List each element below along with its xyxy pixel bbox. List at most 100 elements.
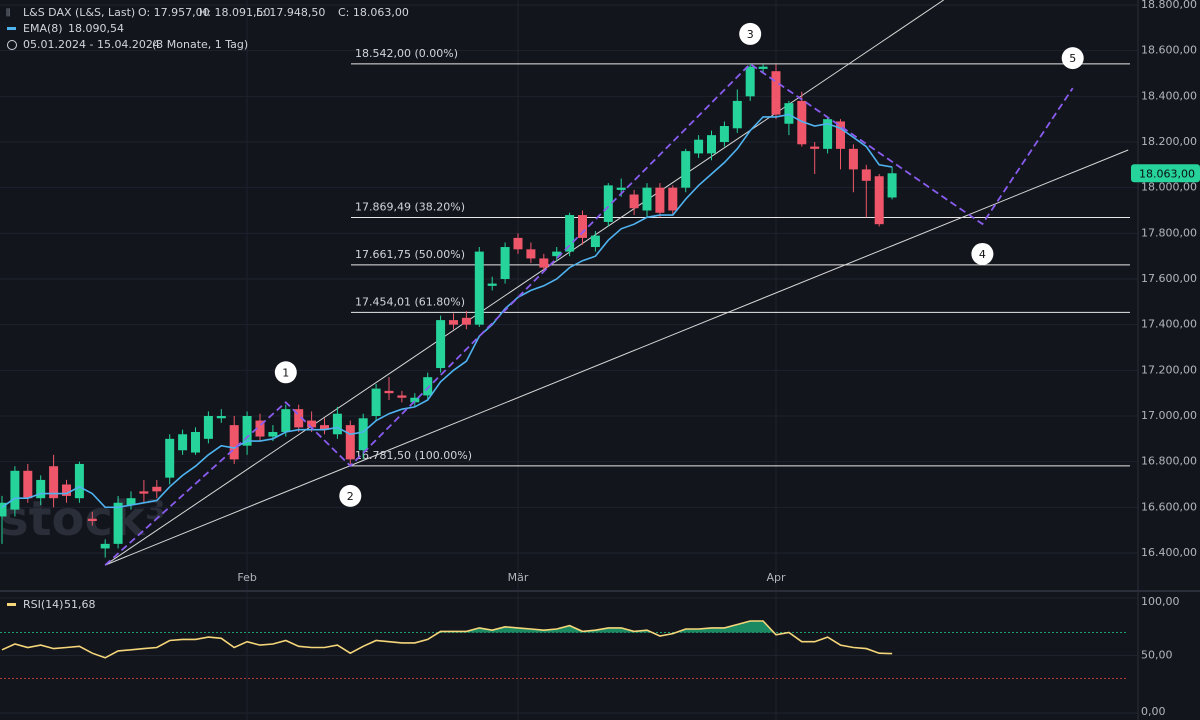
- candle-body: [423, 377, 433, 396]
- candle-body: [242, 416, 252, 446]
- ohlc-high: H: 18.091,50: [199, 6, 270, 19]
- y-tick-label: 16.400,00: [1141, 546, 1197, 559]
- candle-body: [449, 320, 458, 325]
- candle-body: [500, 247, 510, 279]
- watermark: stock³: [0, 491, 166, 547]
- candle-body: [745, 66, 755, 97]
- candle-body: [655, 187, 665, 213]
- y-tick-label: 16.600,00: [1141, 500, 1197, 513]
- y-tick-label: 18.800,00: [1141, 0, 1197, 11]
- wave-badge: [1061, 47, 1084, 70]
- candle-body: [113, 502, 123, 544]
- candle-body: [719, 126, 729, 142]
- y-tick-label: 50,00: [1141, 649, 1173, 662]
- candle-body: [707, 135, 716, 154]
- candle-body: [874, 176, 884, 225]
- candle-body: [810, 146, 820, 149]
- candle-body: [552, 251, 562, 257]
- candle-body: [861, 169, 871, 181]
- candle-body: [74, 463, 84, 499]
- legend-ema: EMA(8): [23, 22, 63, 35]
- candle-body: [784, 103, 794, 124]
- last-price-tag: [1131, 164, 1200, 183]
- candle-body: [836, 121, 845, 149]
- wave-label: 5: [1069, 52, 1076, 65]
- candle-body: [565, 215, 575, 252]
- candle-body: [36, 479, 46, 499]
- candle-body: [23, 470, 33, 499]
- x-tick-label: Apr: [766, 571, 786, 584]
- candle-body: [732, 100, 742, 129]
- candle-body: [616, 187, 626, 190]
- grid: [0, 0, 1138, 720]
- candle-body: [590, 235, 600, 248]
- candle-body: [191, 431, 200, 453]
- wave-label: 1: [282, 366, 289, 379]
- candle-body: [474, 251, 484, 325]
- candle-body: [694, 139, 704, 154]
- candle-body: [539, 258, 549, 268]
- y-tick-label: 17.800,00: [1141, 226, 1197, 239]
- plot: 18.542,00 (0.00%) 17.869,49 (38.20%) 17.66…: [0, 0, 1130, 679]
- y-tick-label: 17.600,00: [1141, 272, 1197, 285]
- candle-body: [345, 425, 355, 460]
- wave-label: 4: [979, 248, 986, 261]
- legend-swatch: [7, 603, 16, 606]
- candle-body: [281, 409, 291, 432]
- clock-icon: [7, 40, 17, 50]
- candle-body: [152, 486, 162, 492]
- ohlc-open: O: 17.957,00: [138, 6, 210, 19]
- date-range: 05.01.2024 - 15.04.2024: [23, 38, 160, 51]
- candle-body: [62, 484, 71, 496]
- candle-body: [203, 416, 213, 439]
- fib-label: 17.869,49 (38.20%): [355, 200, 465, 213]
- wave-badge: [339, 484, 362, 507]
- y-tick-label: 17.200,00: [1141, 363, 1197, 376]
- candle-body: [371, 388, 381, 416]
- candle-body: [268, 431, 278, 437]
- y-tick-label: 100,00: [1141, 595, 1180, 608]
- candle-body: [49, 466, 59, 499]
- trendline: [104, 0, 944, 566]
- candle-body: [307, 420, 317, 428]
- ohlc-close: C: 18.063,00: [338, 6, 409, 19]
- candle-body: [487, 283, 497, 286]
- candle-body: [436, 320, 446, 369]
- candle-body: [461, 317, 471, 325]
- fib-label: 17.661,75 (50.00%): [355, 248, 465, 261]
- x-tick-label: Feb: [237, 571, 256, 584]
- last-price-label: 18.063,00: [1139, 167, 1195, 180]
- candle-body: [126, 498, 136, 506]
- legend-rsi: RSI(14): [23, 598, 63, 611]
- candle-body: [165, 438, 175, 478]
- candle-body: [848, 148, 858, 170]
- y-tick-label: 18.400,00: [1141, 89, 1197, 102]
- candle-body: [139, 491, 149, 494]
- candle-body: [384, 390, 394, 394]
- y-tick-label: 17.000,00: [1141, 409, 1197, 422]
- candle-body: [0, 502, 7, 517]
- candle-body: [513, 237, 523, 250]
- candle-body: [216, 416, 226, 419]
- candle-body: [629, 194, 639, 209]
- candle-body: [87, 518, 97, 522]
- legend-swatch: [7, 27, 16, 30]
- candle-body: [681, 151, 691, 188]
- candle-body: [229, 425, 239, 460]
- legend-rsi-value: 51,68: [64, 598, 96, 611]
- y-tick-label: 18.600,00: [1141, 44, 1197, 57]
- x-tick-label: Mär: [508, 571, 529, 584]
- fib-label: 18.542,00 (0.00%): [355, 47, 458, 60]
- candle-body: [255, 420, 265, 437]
- period: (3 Monate, 1 Tag): [152, 38, 248, 51]
- y-tick-label: 18.000,00: [1141, 181, 1197, 194]
- ohlc-low: L: 17.948,50: [256, 6, 325, 19]
- candle-body: [758, 66, 768, 69]
- y-tick-label: 17.400,00: [1141, 318, 1197, 331]
- ema-line: [1, 113, 893, 509]
- candle-body: [178, 434, 188, 451]
- header: ⫼ L&S DAX (L&S, Last) O: 17.957,00 H: 18…: [6, 6, 409, 611]
- candle-body: [100, 543, 110, 549]
- fib-label: 16.781,50 (100.00%): [355, 449, 472, 462]
